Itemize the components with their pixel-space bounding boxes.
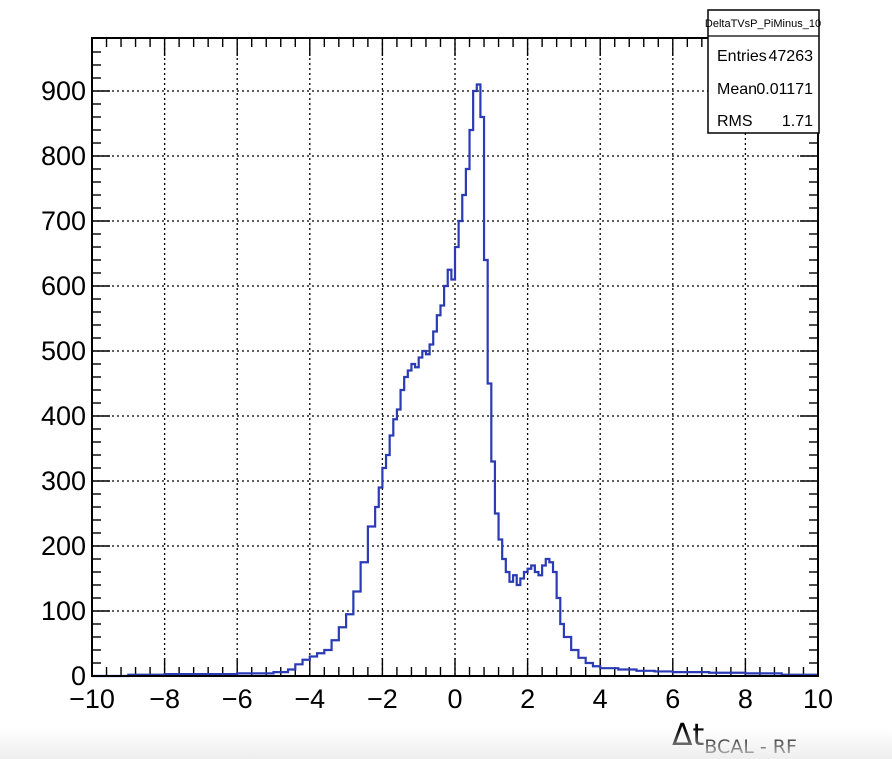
x-tick-label: −2 <box>367 684 398 714</box>
stats-entries-label: Entries <box>717 48 767 65</box>
stats-mean-value: 0.01171 <box>756 81 813 98</box>
stats-box-title: DeltaTVsP_PiMinus_10 <box>705 18 821 30</box>
y-tick-label: 200 <box>41 531 86 561</box>
y-tick-label: 800 <box>41 141 86 171</box>
plot-frame <box>91 37 819 677</box>
y-tick-label: 700 <box>41 206 86 236</box>
x-tick-label: −10 <box>69 684 115 714</box>
y-tick-label: 0 <box>71 661 86 691</box>
x-tick-labels: −10 −8 −6 −4 −2 0 2 4 6 8 10 <box>69 684 833 714</box>
histogram-series-line <box>92 83 818 678</box>
y-tick-label: 400 <box>41 401 86 431</box>
stats-rms-label: RMS <box>717 113 753 130</box>
stats-entries-value: 47263 <box>769 48 814 65</box>
y-tick-label: 300 <box>41 466 86 496</box>
y-tick-label: 100 <box>41 596 86 626</box>
y-tick-label: 900 <box>41 76 86 106</box>
grid-lines <box>92 38 818 676</box>
x-tick-label: 10 <box>803 684 833 714</box>
x-tick-label: 4 <box>593 684 608 714</box>
y-tick-label: 500 <box>41 336 86 366</box>
x-tick-label: 0 <box>447 684 462 714</box>
x-axis-title: ΔtBCAL - RF <box>672 718 797 758</box>
y-tick-label: 600 <box>41 271 86 301</box>
x-tick-label: −4 <box>294 684 325 714</box>
x-tick-label: 2 <box>520 684 535 714</box>
x-axis-title-main: Δt <box>672 718 705 753</box>
stats-mean-label: Mean <box>717 81 757 98</box>
axis-ticks <box>91 38 819 677</box>
x-tick-label: 8 <box>738 684 753 714</box>
x-tick-label: −6 <box>222 684 253 714</box>
stats-rms-value: 1.71 <box>782 113 813 130</box>
x-tick-label: −8 <box>149 684 180 714</box>
x-axis-title-subscript: BCAL - RF <box>704 736 797 758</box>
stats-box: DeltaTVsP_PiMinus_10 Entries 47263 Mean … <box>705 9 821 134</box>
x-tick-label: 6 <box>665 684 680 714</box>
y-tick-labels: 0 100 200 300 400 500 600 700 800 900 <box>41 76 86 691</box>
